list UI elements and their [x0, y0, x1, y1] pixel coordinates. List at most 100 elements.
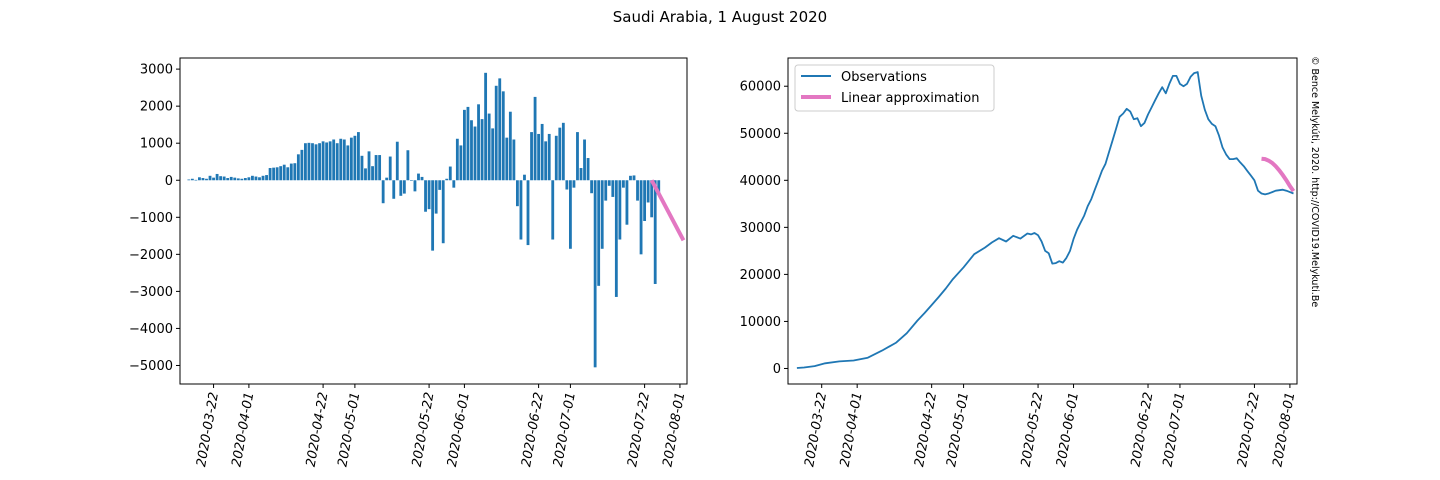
bar — [533, 96, 537, 181]
line-chart-marks — [796, 71, 1296, 369]
y-tick-label: 0 — [165, 174, 173, 189]
bar — [621, 180, 625, 188]
bar — [643, 180, 647, 221]
bar — [282, 164, 286, 181]
bar — [487, 113, 491, 181]
bar — [639, 180, 643, 255]
x-tick-label: 2020-07-01 — [551, 391, 579, 468]
bar — [523, 174, 526, 181]
bar — [438, 180, 442, 190]
bar — [526, 180, 530, 246]
bar — [335, 143, 339, 181]
bar — [325, 142, 329, 181]
bar — [367, 151, 371, 181]
y-tick-label: −5000 — [129, 359, 173, 374]
bar — [519, 180, 523, 240]
bar — [512, 139, 516, 181]
bar — [604, 180, 608, 201]
bar — [477, 104, 480, 181]
bar — [530, 132, 533, 181]
bar — [501, 91, 505, 181]
bar — [201, 178, 205, 181]
bar — [445, 178, 449, 181]
legend-box — [794, 64, 995, 112]
bar — [558, 127, 562, 181]
bar — [247, 177, 251, 181]
x-tick-label: 2020-06-22 — [519, 391, 547, 468]
bar — [614, 180, 618, 297]
x-tick-label: 2020-08-01 — [1270, 391, 1298, 468]
bar — [650, 180, 654, 218]
bar — [646, 180, 650, 203]
approximation-line-right — [1261, 156, 1296, 193]
bar — [385, 177, 389, 181]
y-tick-label: −2000 — [129, 248, 173, 263]
bar — [229, 176, 233, 181]
bar — [568, 180, 572, 249]
bar — [353, 135, 357, 181]
bar — [498, 78, 502, 181]
bar — [254, 176, 258, 181]
bar — [632, 175, 636, 181]
x-tick-label: 2020-05-01 — [944, 391, 972, 468]
x-tick-label: 2020-04-01 — [229, 391, 257, 468]
bar — [431, 180, 435, 251]
bar-chart-x-axis: 2020-03-22 2020-04-01 2020-04-22 2020-05-01… — [194, 384, 688, 468]
x-tick-label: 2020-06-22 — [1129, 391, 1157, 468]
bar — [272, 167, 276, 181]
bar — [289, 163, 293, 181]
bar — [233, 177, 237, 181]
bar — [611, 180, 615, 197]
bar — [346, 145, 350, 181]
bar — [236, 178, 240, 181]
line-chart-active-cases: 0 10000 20000 30000 40000 50000 60000 2020-03-… — [740, 57, 1298, 468]
bar — [402, 180, 406, 194]
x-tick-label: 2020-07-22 — [1235, 391, 1263, 468]
bar — [371, 166, 374, 181]
bar — [399, 180, 403, 196]
bar — [473, 126, 477, 181]
bar — [388, 156, 392, 181]
bar — [441, 180, 445, 244]
figure-title: Saudi Arabia, 1 August 2020 — [613, 8, 827, 26]
bar — [395, 141, 399, 181]
bar — [314, 144, 318, 181]
bar — [279, 166, 283, 181]
bar — [544, 141, 548, 181]
bar — [208, 175, 212, 181]
y-tick-label: −3000 — [129, 285, 173, 300]
x-tick-label: 2020-06-01 — [445, 391, 473, 468]
bar — [240, 178, 244, 181]
bar — [406, 150, 410, 181]
bar — [572, 180, 576, 188]
bar — [484, 72, 488, 181]
bar — [243, 178, 247, 181]
bar — [579, 168, 583, 181]
bar — [187, 179, 191, 181]
bar — [480, 119, 484, 181]
bar — [463, 109, 466, 181]
x-tick-label: 2020-04-22 — [912, 391, 940, 468]
observations-line — [796, 71, 1294, 369]
bar — [434, 180, 438, 214]
bar — [586, 158, 590, 181]
bar — [607, 180, 611, 186]
bar — [251, 175, 254, 181]
x-tick-label: 2020-05-22 — [1019, 391, 1047, 468]
bar — [219, 176, 223, 181]
y-tick-label: −4000 — [129, 322, 173, 337]
bar — [470, 120, 473, 181]
bar — [360, 155, 364, 181]
bar — [381, 180, 385, 204]
x-tick-label: 2020-06-01 — [1054, 391, 1082, 468]
bar — [590, 180, 594, 194]
bar — [307, 142, 311, 181]
y-tick-label: 3000 — [140, 63, 173, 78]
bar-chart-approximation — [649, 179, 686, 242]
bar — [339, 138, 343, 181]
x-tick-label: 2020-04-01 — [838, 391, 866, 468]
bar — [311, 143, 314, 181]
bar — [293, 163, 297, 181]
x-tick-label: 2020-08-01 — [660, 391, 688, 468]
bar — [194, 179, 198, 181]
